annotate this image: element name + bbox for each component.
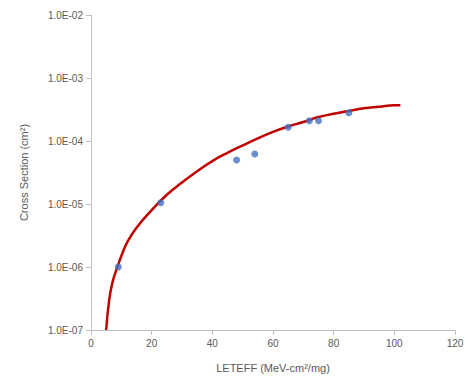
- svg-text:80: 80: [328, 338, 340, 349]
- svg-text:1.0E-02: 1.0E-02: [48, 10, 83, 21]
- svg-text:1.0E-06: 1.0E-06: [48, 262, 83, 273]
- svg-text:0: 0: [88, 338, 94, 349]
- svg-text:1.0E-03: 1.0E-03: [48, 73, 83, 84]
- svg-text:120: 120: [447, 338, 464, 349]
- svg-text:LETEFF (MeV-cm²/mg): LETEFF (MeV-cm²/mg): [216, 362, 330, 374]
- svg-text:1.0E-04: 1.0E-04: [48, 136, 83, 147]
- svg-text:1.0E-05: 1.0E-05: [48, 199, 83, 210]
- svg-text:60: 60: [267, 338, 279, 349]
- svg-text:40: 40: [207, 338, 219, 349]
- svg-text:100: 100: [386, 338, 403, 349]
- svg-text:1.0E-07: 1.0E-07: [48, 325, 83, 336]
- svg-text:Cross Section (cm²): Cross Section (cm²): [18, 124, 30, 221]
- svg-text:20: 20: [146, 338, 158, 349]
